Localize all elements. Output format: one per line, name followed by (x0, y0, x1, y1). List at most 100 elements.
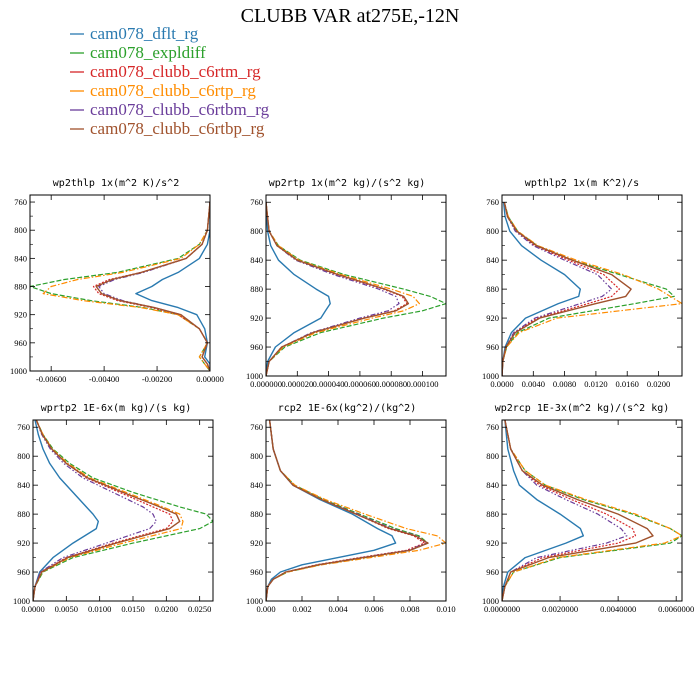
y-tick-label: 840 (486, 480, 499, 490)
panel-title: wprtp2 1E-6x(m kg)/(s kg) (41, 403, 192, 414)
y-tick-label: 920 (250, 538, 263, 548)
x-tick-label: -0.00400 (89, 374, 119, 384)
y-tick-label: 760 (14, 197, 27, 207)
y-tick-label: 840 (486, 255, 499, 265)
y-tick-label: 1000 (482, 371, 499, 381)
x-tick-label: 0.0040 (522, 379, 545, 389)
y-tick-label: 880 (486, 284, 499, 294)
y-tick-label: 1000 (246, 371, 263, 381)
y-tick-label: 800 (17, 451, 30, 461)
series-line (98, 201, 210, 371)
x-tick-label: 0.000060 (344, 379, 376, 389)
legend-item: cam078_dflt_rg (70, 24, 199, 43)
x-tick-label: 0.000040 (313, 379, 345, 389)
legend-item: cam078_clubb_c6rtbm_rg (70, 100, 270, 119)
series-line (266, 420, 429, 601)
series-group (266, 202, 446, 376)
legend-item: cam078_clubb_c6rtp_rg (70, 81, 256, 100)
series-line (33, 420, 213, 601)
y-tick-label: 960 (250, 342, 263, 352)
legend-label: cam078_clubb_c6rtbm_rg (90, 100, 270, 119)
series-line (266, 202, 420, 376)
series-line (502, 202, 581, 376)
panel-3: wpthlp2 1x(m K^2)/s 760 800 840 880 920 960 100… (482, 178, 683, 389)
y-tick-label: 760 (250, 422, 263, 432)
y-tick-label: 800 (486, 451, 499, 461)
x-tick-label: 0.000100 (407, 379, 439, 389)
y-tick-label: 920 (14, 310, 27, 320)
series-line (33, 420, 100, 601)
series-line (33, 420, 181, 601)
y-tick-label: 880 (17, 509, 30, 519)
series-line (95, 201, 210, 371)
x-tick-label: 0.0250 (188, 604, 211, 614)
y-tick-label: 760 (250, 197, 263, 207)
series-group (502, 420, 682, 601)
series-line (502, 202, 632, 376)
panel-title: wp2rcp 1E-3x(m^2 kg)/(s^2 kg) (495, 403, 670, 414)
series-group (266, 420, 446, 601)
figure-title: CLUBB VAR at275E,-12N (241, 5, 460, 27)
x-tick-label: 0.000 (256, 604, 275, 614)
y-tick-label: 840 (250, 255, 263, 265)
x-tick-label: 0.0200 (155, 604, 178, 614)
series-line (266, 420, 429, 601)
y-tick-label: 920 (486, 538, 499, 548)
plot-frame (501, 419, 683, 602)
x-tick-label: 0.0100 (88, 604, 111, 614)
y-tick-label: 840 (250, 480, 263, 490)
x-tick-label: 0.00000 (196, 374, 224, 384)
series-line (502, 420, 654, 601)
panels: wp2thlp 1x(m^2 K)/s^2 760 800 840 880 920 960 1… (10, 178, 694, 614)
legend-item: cam078_clubb_c6rtm_rg (70, 62, 261, 81)
x-tick-label: 0.0000 (21, 604, 44, 614)
x-tick-label: 0.000020 (281, 379, 313, 389)
x-tick-label: 0.0000 (490, 379, 513, 389)
y-tick-label: 880 (250, 284, 263, 294)
series-line (266, 202, 410, 376)
legend-item: cam078_expldiff (70, 43, 206, 62)
x-tick-label: 0.0080 (553, 379, 576, 389)
panel-title: rcp2 1E-6x(kg^2)/(kg^2) (278, 403, 416, 414)
series-line (33, 420, 157, 601)
series-line (502, 420, 584, 601)
x-tick-label: 0.008 (400, 604, 419, 614)
x-tick-label: 0.0120 (584, 379, 607, 389)
legend-label: cam078_clubb_c6rtp_rg (90, 81, 256, 100)
plot-frame (32, 419, 214, 602)
y-tick-label: 800 (486, 226, 499, 236)
plot-frame (29, 194, 211, 372)
series-line (42, 201, 210, 371)
legend-label: cam078_expldiff (90, 43, 206, 62)
legend-label: cam078_clubb_c6rtm_rg (90, 62, 261, 81)
y-tick-label: 1000 (246, 596, 263, 606)
x-tick-label: 0.000080 (375, 379, 407, 389)
y-tick-label: 760 (486, 197, 499, 207)
y-tick-label: 960 (486, 342, 499, 352)
y-tick-label: 880 (14, 282, 27, 292)
y-tick-label: 1000 (482, 596, 499, 606)
series-line (135, 202, 210, 371)
x-tick-label: 0.0020000 (542, 604, 578, 614)
x-tick-label: 0.0150 (121, 604, 144, 614)
y-tick-label: 920 (486, 313, 499, 323)
x-tick-label: 0.0000000 (484, 604, 520, 614)
panel-title: wp2rtp 1x(m^2 kg)/(s^2 kg) (269, 178, 426, 189)
panel-2: wp2rtp 1x(m^2 kg)/(s^2 kg) 760 800 840 880 92… (246, 178, 447, 389)
x-tick-label: 0.0050 (55, 604, 78, 614)
series-group (502, 202, 682, 376)
y-tick-label: 880 (486, 509, 499, 519)
series-line (266, 202, 331, 376)
legend-item: cam078_clubb_c6rtbp_rg (70, 119, 265, 138)
plot-frame (265, 194, 447, 377)
y-tick-label: 800 (250, 226, 263, 236)
x-tick-label: 0.010 (436, 604, 455, 614)
series-group (30, 201, 210, 371)
y-tick-label: 840 (14, 253, 27, 263)
panel-title: wp2thlp 1x(m^2 K)/s^2 (53, 178, 179, 189)
legend-label: cam078_clubb_c6rtbp_rg (90, 119, 265, 138)
x-tick-label: 0.0060000 (658, 604, 694, 614)
panel-title: wpthlp2 1x(m K^2)/s (525, 178, 639, 189)
legend: cam078_dflt_rgcam078_expldiffcam078_club… (70, 24, 270, 138)
